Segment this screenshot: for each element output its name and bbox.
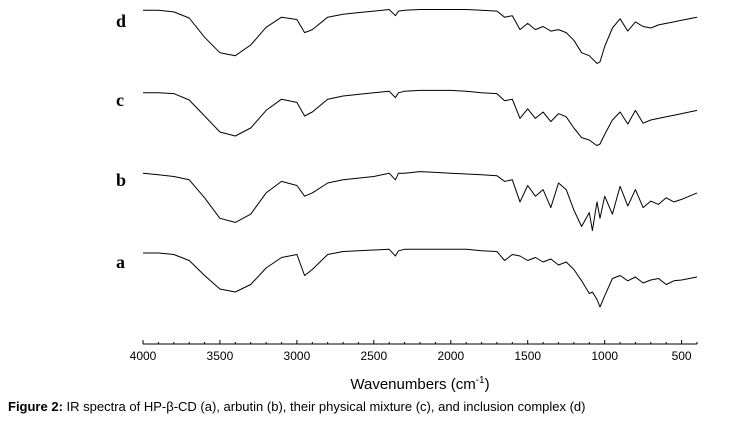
x-tick-label: 500 bbox=[672, 349, 692, 363]
x-tick-label: 1500 bbox=[514, 349, 541, 363]
x-tick-label: 4000 bbox=[130, 349, 157, 363]
x-tick-label: 2000 bbox=[437, 349, 464, 363]
x-tick-label: 1000 bbox=[591, 349, 618, 363]
x-tick-label: 2500 bbox=[360, 349, 387, 363]
figure-caption: Figure 2: IR spectra of HP-β-CD (a), arb… bbox=[8, 399, 754, 414]
spectrum-line-b bbox=[142, 171, 698, 232]
spectra-group bbox=[142, 9, 698, 308]
series-label-a: a bbox=[116, 252, 125, 272]
x-axis-label: Wavenumbers (cm-1) bbox=[350, 375, 489, 393]
series-label-b: b bbox=[116, 170, 126, 190]
series-label-c: c bbox=[116, 90, 124, 110]
x-tick-label: 3000 bbox=[284, 349, 311, 363]
caption-label: Figure 2: bbox=[8, 399, 63, 414]
series-label-d: d bbox=[116, 11, 126, 31]
spectrum-line-c bbox=[143, 89, 698, 147]
series-labels: a b c d bbox=[116, 11, 126, 272]
x-axis-ticks: 4000 3500 3000 2500 2000 1500 1000 500 bbox=[130, 340, 698, 363]
spectrum-line-d bbox=[143, 9, 698, 64]
spectrum-line-a bbox=[143, 248, 698, 308]
x-tick-label: 3500 bbox=[207, 349, 234, 363]
caption-text: IR spectra of HP-β-CD (a), arbutin (b), … bbox=[62, 399, 586, 414]
x-axis-label-superscript: -1 bbox=[476, 375, 485, 386]
